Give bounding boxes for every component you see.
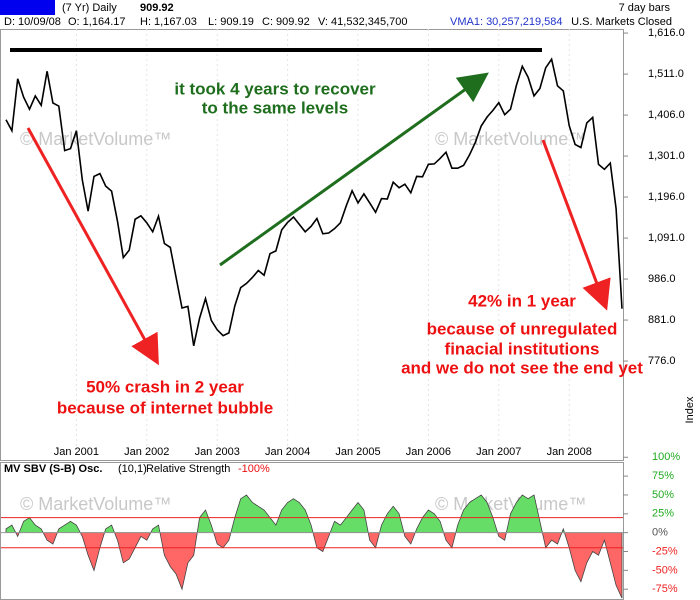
watermark: © MarketVolume™: [20, 129, 171, 149]
volume: V: 41,532,345,700: [318, 16, 408, 28]
x-tick-label: Jan 2003: [195, 446, 240, 458]
x-tick-label: Jan 2006: [406, 446, 451, 458]
annotation: because of internet bubble: [57, 398, 273, 417]
y-tick-label: 776.0: [648, 355, 676, 367]
y-tick-label: 1,301.0: [648, 150, 685, 162]
osc-subtitle: Relative Strength: [146, 463, 230, 475]
bar-type: 7 day bars: [619, 2, 671, 14]
y-tick-label: -25%: [652, 545, 678, 557]
market-status: U.S. Markets Closed: [571, 16, 672, 28]
y-tick-label: 1,511.0: [648, 68, 684, 80]
annotation: it took 4 years to recover: [174, 79, 376, 98]
y-tick-label: 1,616.0: [648, 27, 685, 39]
x-tick-label: Jan 2008: [547, 446, 592, 458]
annotation: and we do not see the end yet: [401, 358, 643, 377]
annotation: to the same levels: [202, 98, 348, 117]
y-tick-label: 75%: [652, 470, 674, 482]
y-axis-label: Index: [684, 396, 696, 423]
close: C: 909.92: [262, 16, 310, 28]
osc-params: (10,1): [118, 463, 147, 475]
x-tick-label: Jan 2007: [476, 446, 521, 458]
annotation: finacial institutions: [445, 339, 600, 358]
high: H: 1,167.03: [140, 16, 197, 28]
osc-title: MV SBV (S-B) Osc.: [4, 463, 102, 475]
recover-arrow: [219, 72, 489, 267]
y-tick-label: 986.0: [648, 273, 676, 285]
annotation: 42% in 1 year: [468, 291, 576, 310]
annotation: 50% crash in 2 year: [86, 377, 244, 396]
y-tick-label: 25%: [652, 508, 674, 520]
recent-arrow: [541, 139, 611, 311]
osc-value: -100%: [238, 463, 270, 475]
y-tick-label: 1,091.0: [648, 232, 685, 244]
date: D: 10/09/08: [4, 16, 61, 28]
y-tick-label: 50%: [652, 489, 674, 501]
last-price: 909.92: [140, 2, 174, 14]
price-panel: [0, 29, 624, 461]
y-tick-label: -50%: [652, 564, 678, 576]
low: L: 909.19: [208, 16, 254, 28]
y-tick-label: 0%: [652, 527, 668, 539]
period: (7 Yr) Daily: [62, 2, 117, 14]
x-tick-label: Jan 2001: [54, 446, 99, 458]
y-tick-label: 881.0: [648, 314, 676, 326]
vma: VMA1: 30,257,219,584: [450, 16, 563, 28]
y-tick-label: 100%: [652, 451, 680, 463]
y-tick-label: 1,406.0: [648, 109, 685, 121]
annotation: because of unregulated: [427, 319, 618, 338]
crash-arrow: [26, 127, 159, 366]
x-tick-label: Jan 2004: [265, 446, 310, 458]
price-line: [5, 57, 623, 346]
watermark: © MarketVolume™: [435, 129, 586, 149]
watermark: © MarketVolume™: [20, 494, 171, 514]
x-tick-label: Jan 2002: [124, 446, 169, 458]
y-tick-label: 1,196.0: [648, 191, 685, 203]
symbol-box: [0, 0, 55, 15]
open: O: 1,164.17: [68, 16, 126, 28]
y-tick-label: -75%: [652, 583, 678, 595]
x-tick-label: Jan 2005: [335, 446, 380, 458]
watermark: © MarketVolume™: [435, 494, 586, 514]
